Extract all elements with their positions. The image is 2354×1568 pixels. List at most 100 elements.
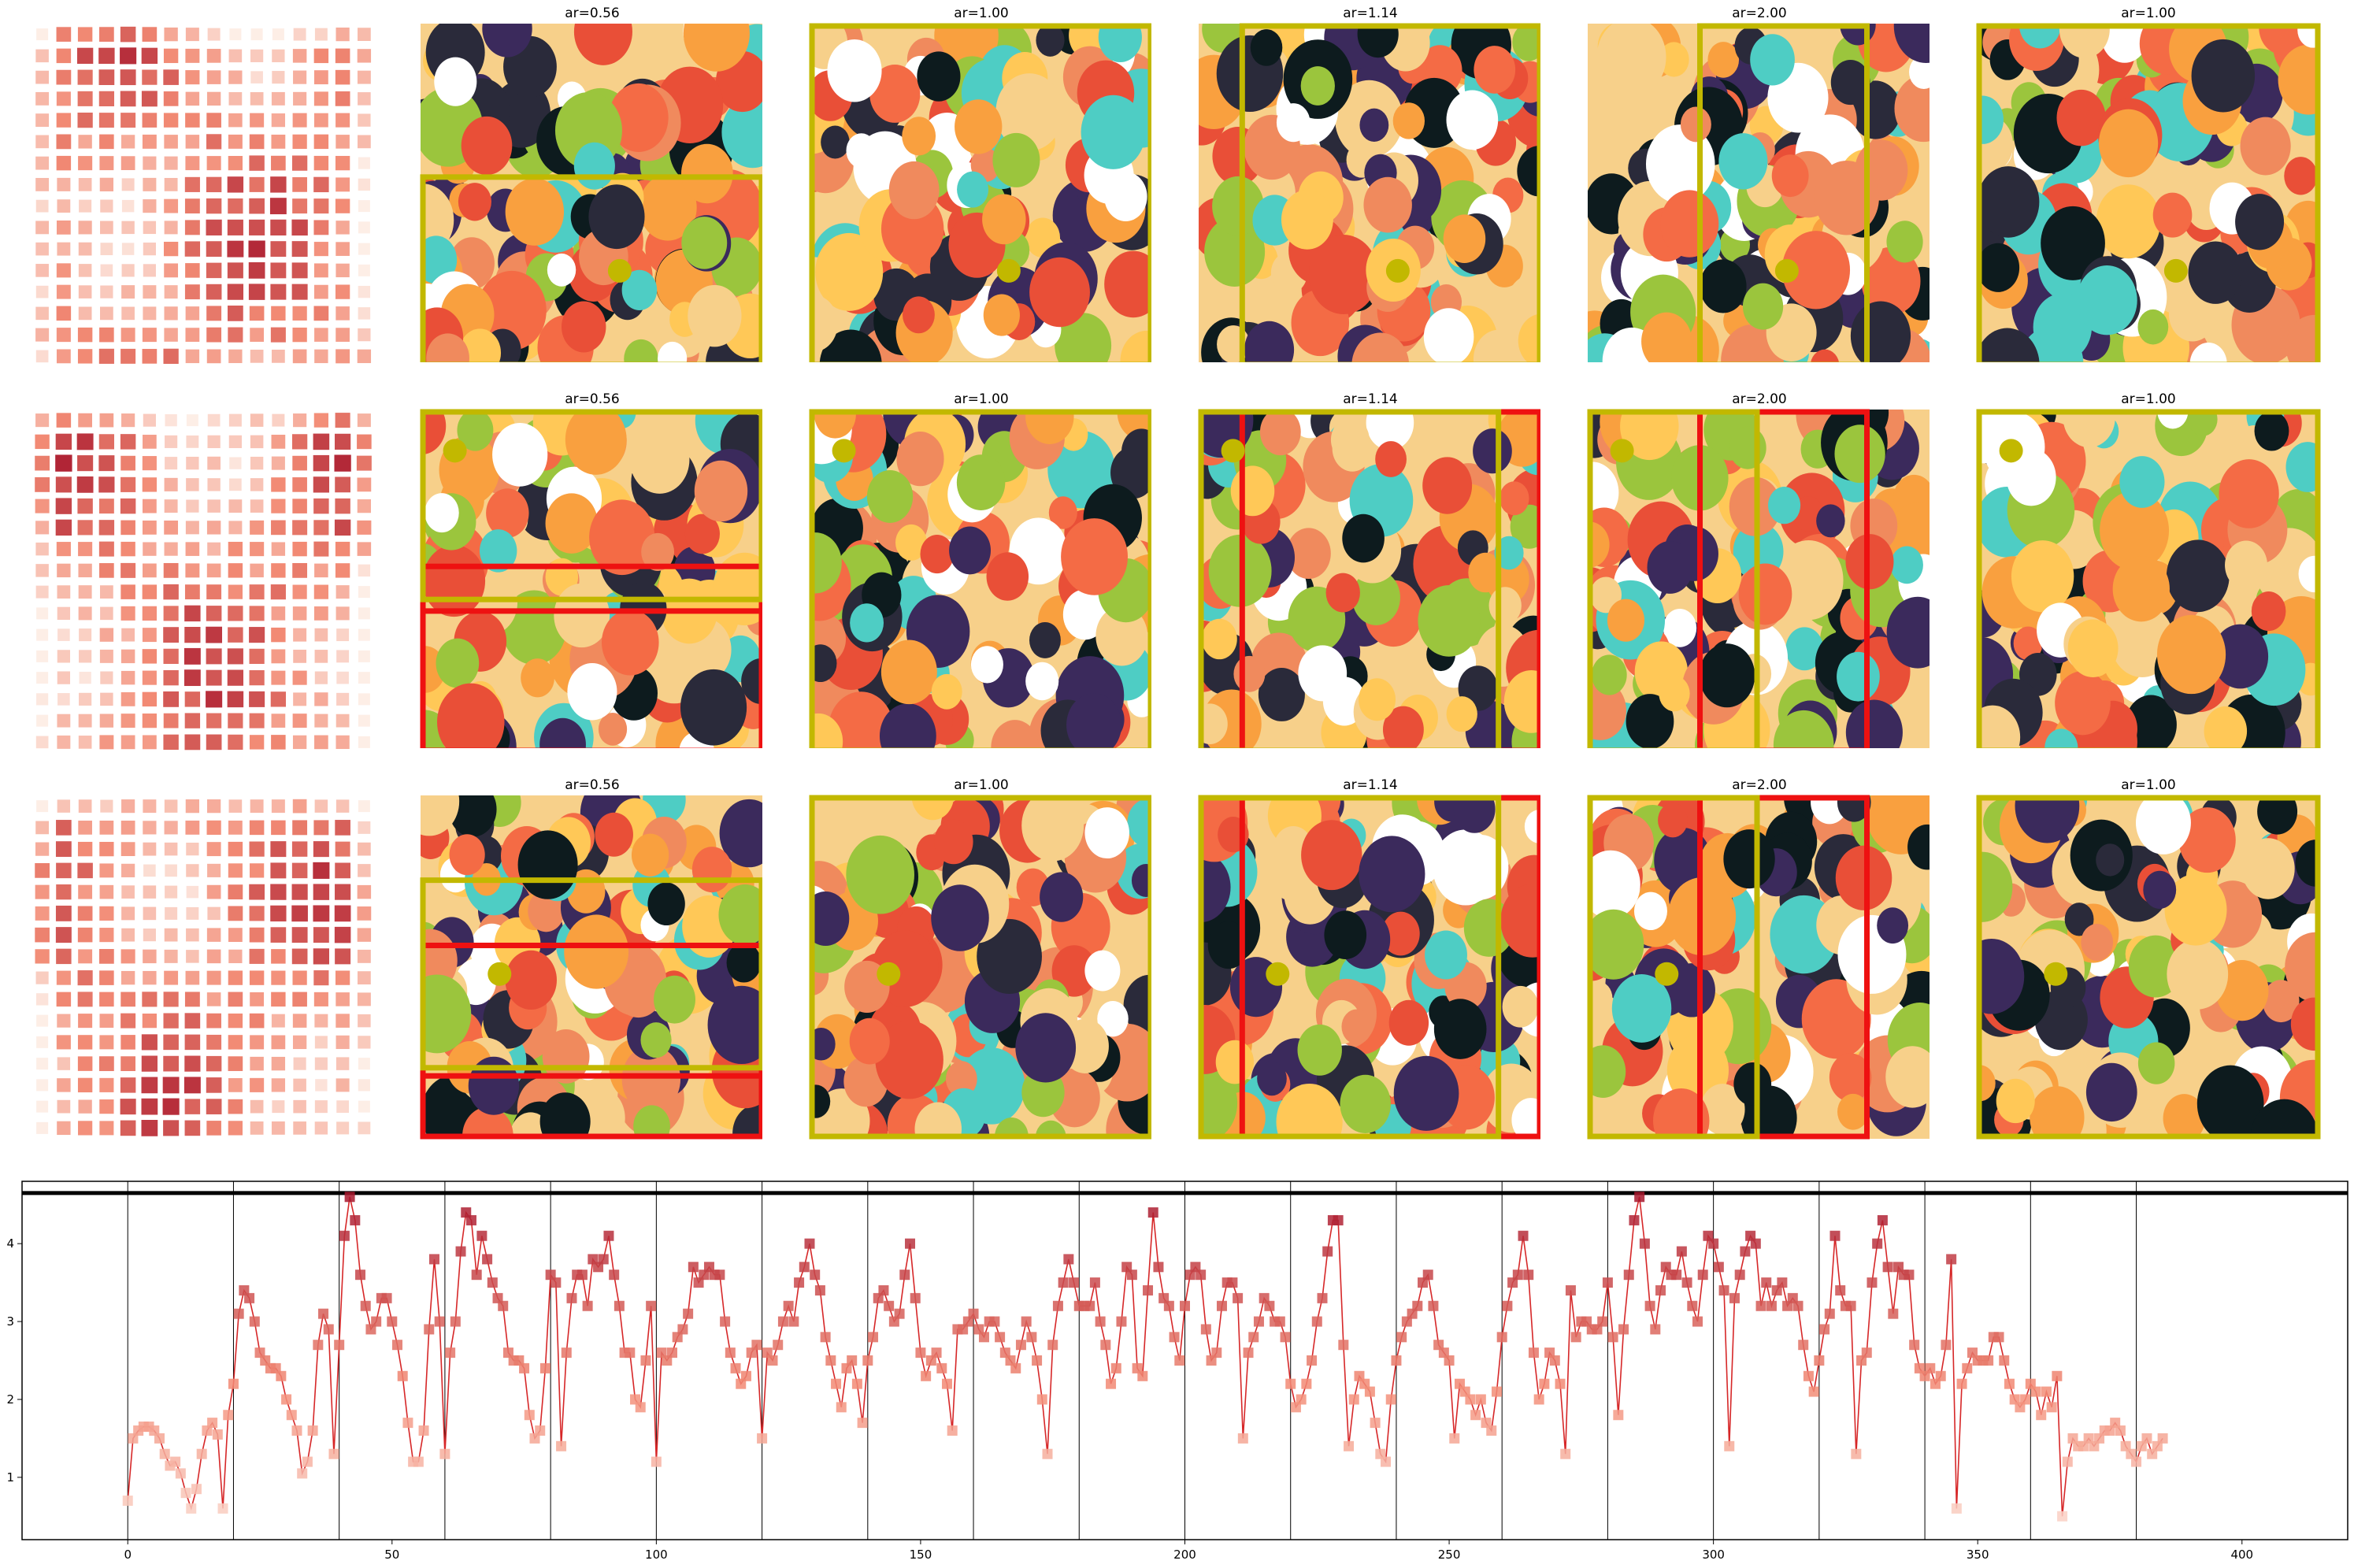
heatmap-cell — [249, 691, 265, 707]
heatmap-cell — [120, 735, 135, 750]
heatmap-cell — [185, 91, 200, 106]
crowd-figure — [1977, 243, 2020, 292]
crowd-figure — [1061, 518, 1129, 595]
heatmap-cell — [121, 863, 135, 877]
heatmap-cell — [55, 519, 72, 536]
heatmap-cell — [335, 349, 350, 364]
heatmap-cell — [185, 328, 200, 343]
heatmap-cell — [56, 992, 72, 1007]
crowd-figure — [434, 57, 477, 106]
heatmap-cell — [206, 1077, 222, 1093]
heatmap-cell — [228, 949, 243, 964]
crowd-figure — [2055, 671, 2111, 736]
series-marker — [529, 1433, 540, 1444]
series-marker — [614, 1300, 625, 1311]
crowd-figure — [1446, 90, 1499, 150]
heatmap-cell — [271, 1121, 285, 1135]
heatmap-cell — [291, 262, 308, 279]
crowd-figure — [564, 914, 629, 989]
heatmap-cell — [250, 1121, 264, 1135]
heatmap-cell — [249, 670, 265, 686]
heatmap-cell — [142, 328, 157, 343]
heatmap-cell — [185, 306, 200, 321]
heatmap-cell — [335, 476, 351, 493]
series-marker — [736, 1378, 747, 1389]
heatmap-cell — [35, 264, 49, 277]
crowd-figure — [1308, 234, 1378, 315]
series-marker — [941, 1378, 952, 1389]
series-marker — [662, 1355, 673, 1366]
crowd-figure — [2143, 870, 2177, 909]
heatmap-cell — [206, 1055, 222, 1072]
heatmap-cell — [120, 1035, 135, 1050]
heatmap-cell — [77, 1035, 93, 1050]
crowd-figure — [422, 544, 486, 617]
heatmap-cell — [99, 177, 114, 192]
crowd-figure — [2112, 556, 2170, 622]
series-marker — [836, 1402, 847, 1413]
series-marker — [212, 1429, 223, 1440]
series-marker — [1401, 1316, 1412, 1327]
heatmap-cell — [206, 734, 222, 751]
heatmap-cell — [270, 219, 287, 235]
heatmap-cell — [335, 541, 350, 557]
series-marker — [989, 1316, 1000, 1327]
series-marker — [1592, 1324, 1603, 1335]
heatmap-cell — [36, 1079, 49, 1092]
series-marker — [1740, 1246, 1751, 1257]
crowd-figure — [561, 301, 606, 353]
crowd-figure — [1084, 950, 1121, 992]
heatmap-cell — [185, 48, 200, 63]
series-marker — [1851, 1448, 1862, 1459]
heatmap-cell — [141, 1055, 158, 1072]
heatmap-cell — [120, 156, 135, 170]
query-point — [877, 962, 901, 986]
heatmap-cell — [250, 520, 265, 535]
heatmap-cell — [249, 906, 265, 921]
crowd-figure — [726, 943, 762, 983]
heatmap-cell — [270, 176, 287, 193]
heatmap-cell — [165, 435, 178, 448]
heatmap-cell — [56, 220, 71, 235]
series-marker — [1518, 1230, 1529, 1241]
heatmap-cell — [314, 799, 328, 813]
heatmap-cell — [35, 927, 50, 943]
heatmap-cell — [98, 91, 114, 106]
series-marker — [1539, 1378, 1550, 1389]
heatmap-cell — [250, 1099, 264, 1114]
heatmap-cell — [292, 198, 308, 214]
heatmap-cell — [99, 928, 114, 943]
heatmap-cell — [335, 48, 350, 64]
heatmap-cell — [206, 884, 221, 899]
heatmap-cell — [121, 928, 135, 942]
series-marker — [276, 1370, 287, 1381]
heatmap-cell — [56, 134, 72, 150]
series-marker — [439, 1448, 450, 1459]
heatmap-cell — [272, 413, 285, 427]
heatmap-cell — [271, 949, 286, 964]
heatmap-cell — [186, 950, 199, 963]
heatmap-cell — [358, 821, 371, 834]
heatmap-cell — [99, 821, 114, 835]
series-marker — [635, 1402, 646, 1413]
crowd-figure — [986, 552, 1029, 601]
crowd-figure — [1659, 676, 1690, 712]
series-marker — [1909, 1340, 1920, 1351]
crowd-figure — [2067, 619, 2119, 677]
series-marker — [428, 1254, 439, 1265]
crowd-figure — [1641, 312, 1692, 371]
series-marker — [1301, 1378, 1312, 1389]
heatmap-cell — [78, 542, 93, 557]
crowd-figure — [1051, 945, 1097, 997]
heatmap-cell — [228, 841, 243, 857]
heatmap-cell — [121, 413, 135, 428]
series-marker — [1333, 1214, 1344, 1225]
heatmap-cell — [358, 113, 371, 127]
crowd-figure — [1298, 645, 1348, 702]
heatmap-cell — [228, 906, 243, 921]
series-marker — [1206, 1355, 1217, 1366]
selected-box — [1976, 795, 2321, 1140]
heatmap-cell — [35, 328, 50, 342]
series-marker — [1697, 1270, 1708, 1281]
heatmap-cell — [78, 736, 92, 749]
